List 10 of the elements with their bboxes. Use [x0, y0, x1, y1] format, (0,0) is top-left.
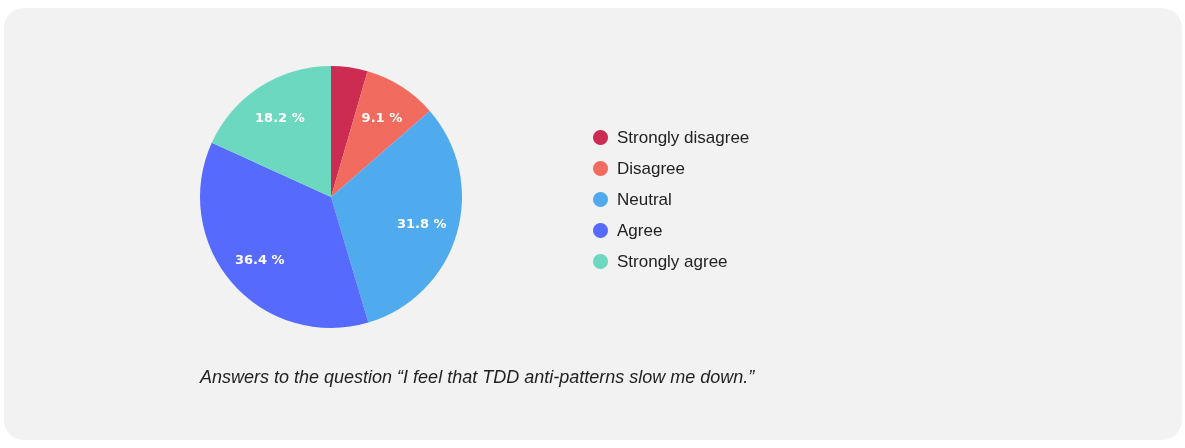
legend-label: Strongly disagree [617, 128, 750, 147]
legend-label: Agree [617, 221, 663, 240]
legend-label: Disagree [617, 159, 686, 178]
data-label: 9.1 % [361, 109, 403, 125]
data-label: 31.8 % [396, 215, 447, 231]
legend-label: Strongly agree [617, 252, 728, 271]
text: Answers to the question “I feel that TDD anti-patterns slow me down.” [199, 367, 756, 387]
data-label: 36.4 % [234, 251, 285, 267]
legend-label: Neutral [617, 190, 672, 209]
data-label: 18.2 % [255, 110, 305, 126]
